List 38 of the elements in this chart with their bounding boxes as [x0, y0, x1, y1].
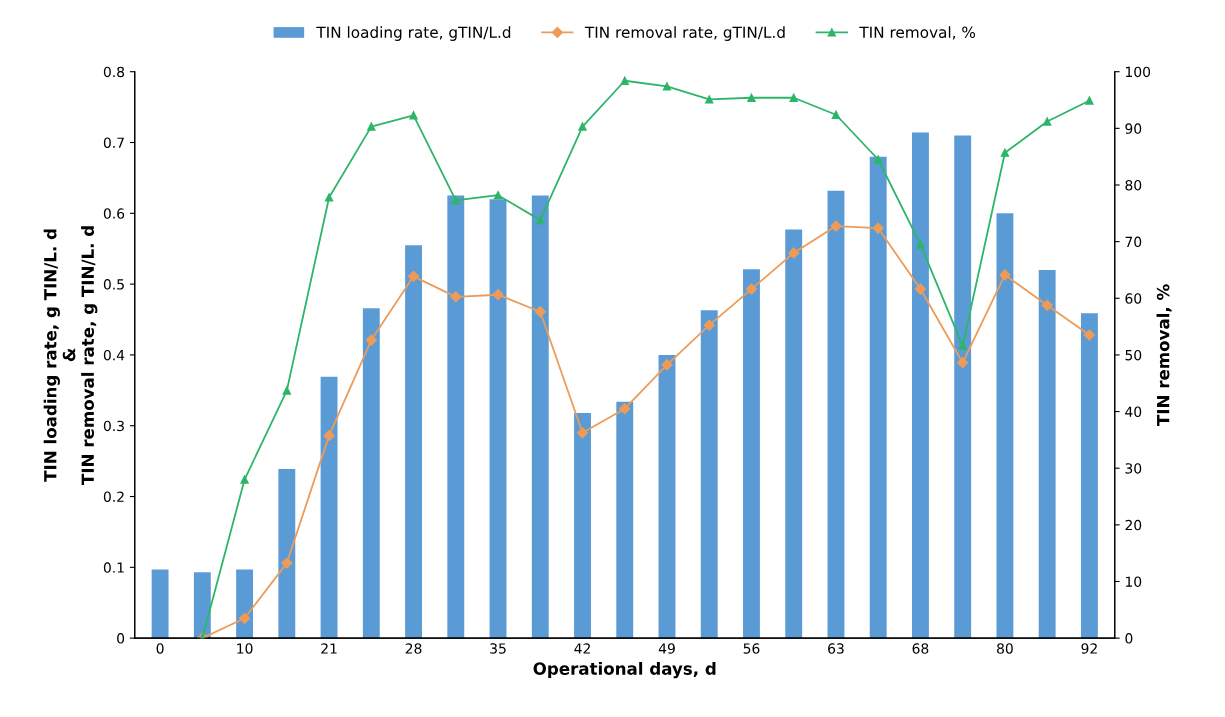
y2-tick-label: 80: [1125, 179, 1142, 191]
y2-tick-label: 10: [1126, 576, 1142, 587]
y2-tick-label: 0: [1125, 633, 1133, 644]
y-tick-label: 0.3: [103, 420, 124, 432]
y2-tick-label: 40: [1125, 406, 1142, 418]
y-tick-label: 0.8: [103, 66, 125, 78]
x-tick-label: 80: [997, 643, 1013, 654]
y-tick-label: 0.5: [103, 279, 124, 290]
x-tick-label: 49: [658, 643, 675, 654]
legend-label: TIN removal, %: [859, 26, 976, 40]
x-tick-label: 21: [321, 643, 337, 654]
legend-label: TIN removal rate, gTIN/L.d: [584, 26, 785, 41]
y2-tick-label: 90: [1125, 123, 1142, 134]
y2-tick-label: 30: [1125, 463, 1142, 474]
y-tick-label: 0.6: [103, 208, 125, 219]
y2-tick-label: 50: [1125, 349, 1142, 361]
legend-label: TIN loading rate, gTIN/L.d: [316, 26, 511, 41]
x-tick-label: 28: [405, 643, 422, 654]
y2-tick-label: 100: [1126, 66, 1151, 78]
x-tick-label: 68: [912, 643, 929, 654]
x-tick-label: 42: [574, 643, 590, 654]
x-tick-label: 92: [1081, 643, 1097, 654]
y-tick-label: 0.4: [103, 349, 125, 361]
x-tick-label: 56: [743, 643, 760, 654]
y-tick-label: 0.1: [103, 562, 124, 573]
x-tick-label: 35: [490, 643, 506, 654]
y-tick-label: 0: [117, 633, 125, 644]
y2-tick-label: 20: [1125, 519, 1142, 531]
x-tick-label: 63: [828, 643, 844, 654]
x-axis-title: Operational days, d: [533, 661, 716, 679]
x-tick-label: 0: [156, 643, 164, 654]
y-axis-title: TIN loading rate, g TIN/L. d & TIN removal rate, g TIN/L. d: [43, 226, 98, 485]
y2-tick-label: 60: [1125, 293, 1142, 304]
y2-tick-label: 70: [1125, 236, 1142, 248]
y-tick-label: 0.7: [103, 137, 124, 148]
y-tick-label: 0.2: [103, 491, 124, 502]
y2-axis-title: TIN removal, %: [1156, 284, 1172, 426]
x-tick-label: 10: [237, 643, 253, 654]
